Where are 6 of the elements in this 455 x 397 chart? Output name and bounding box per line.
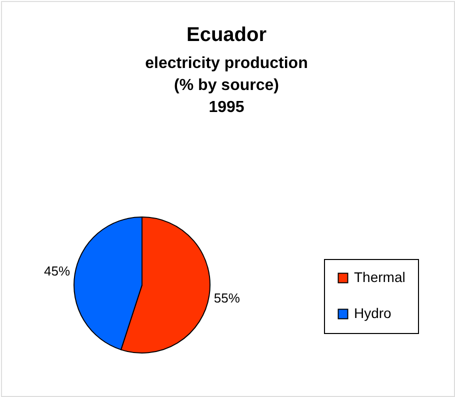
legend-label: Thermal (354, 269, 406, 285)
legend-label: Hydro (354, 305, 392, 321)
chart-subtitle: electricity production (% by source) 1995 (145, 55, 308, 116)
chart-title: Ecuador (186, 24, 267, 46)
data-label: 45% (44, 264, 71, 279)
data-label: 55% (214, 290, 240, 306)
